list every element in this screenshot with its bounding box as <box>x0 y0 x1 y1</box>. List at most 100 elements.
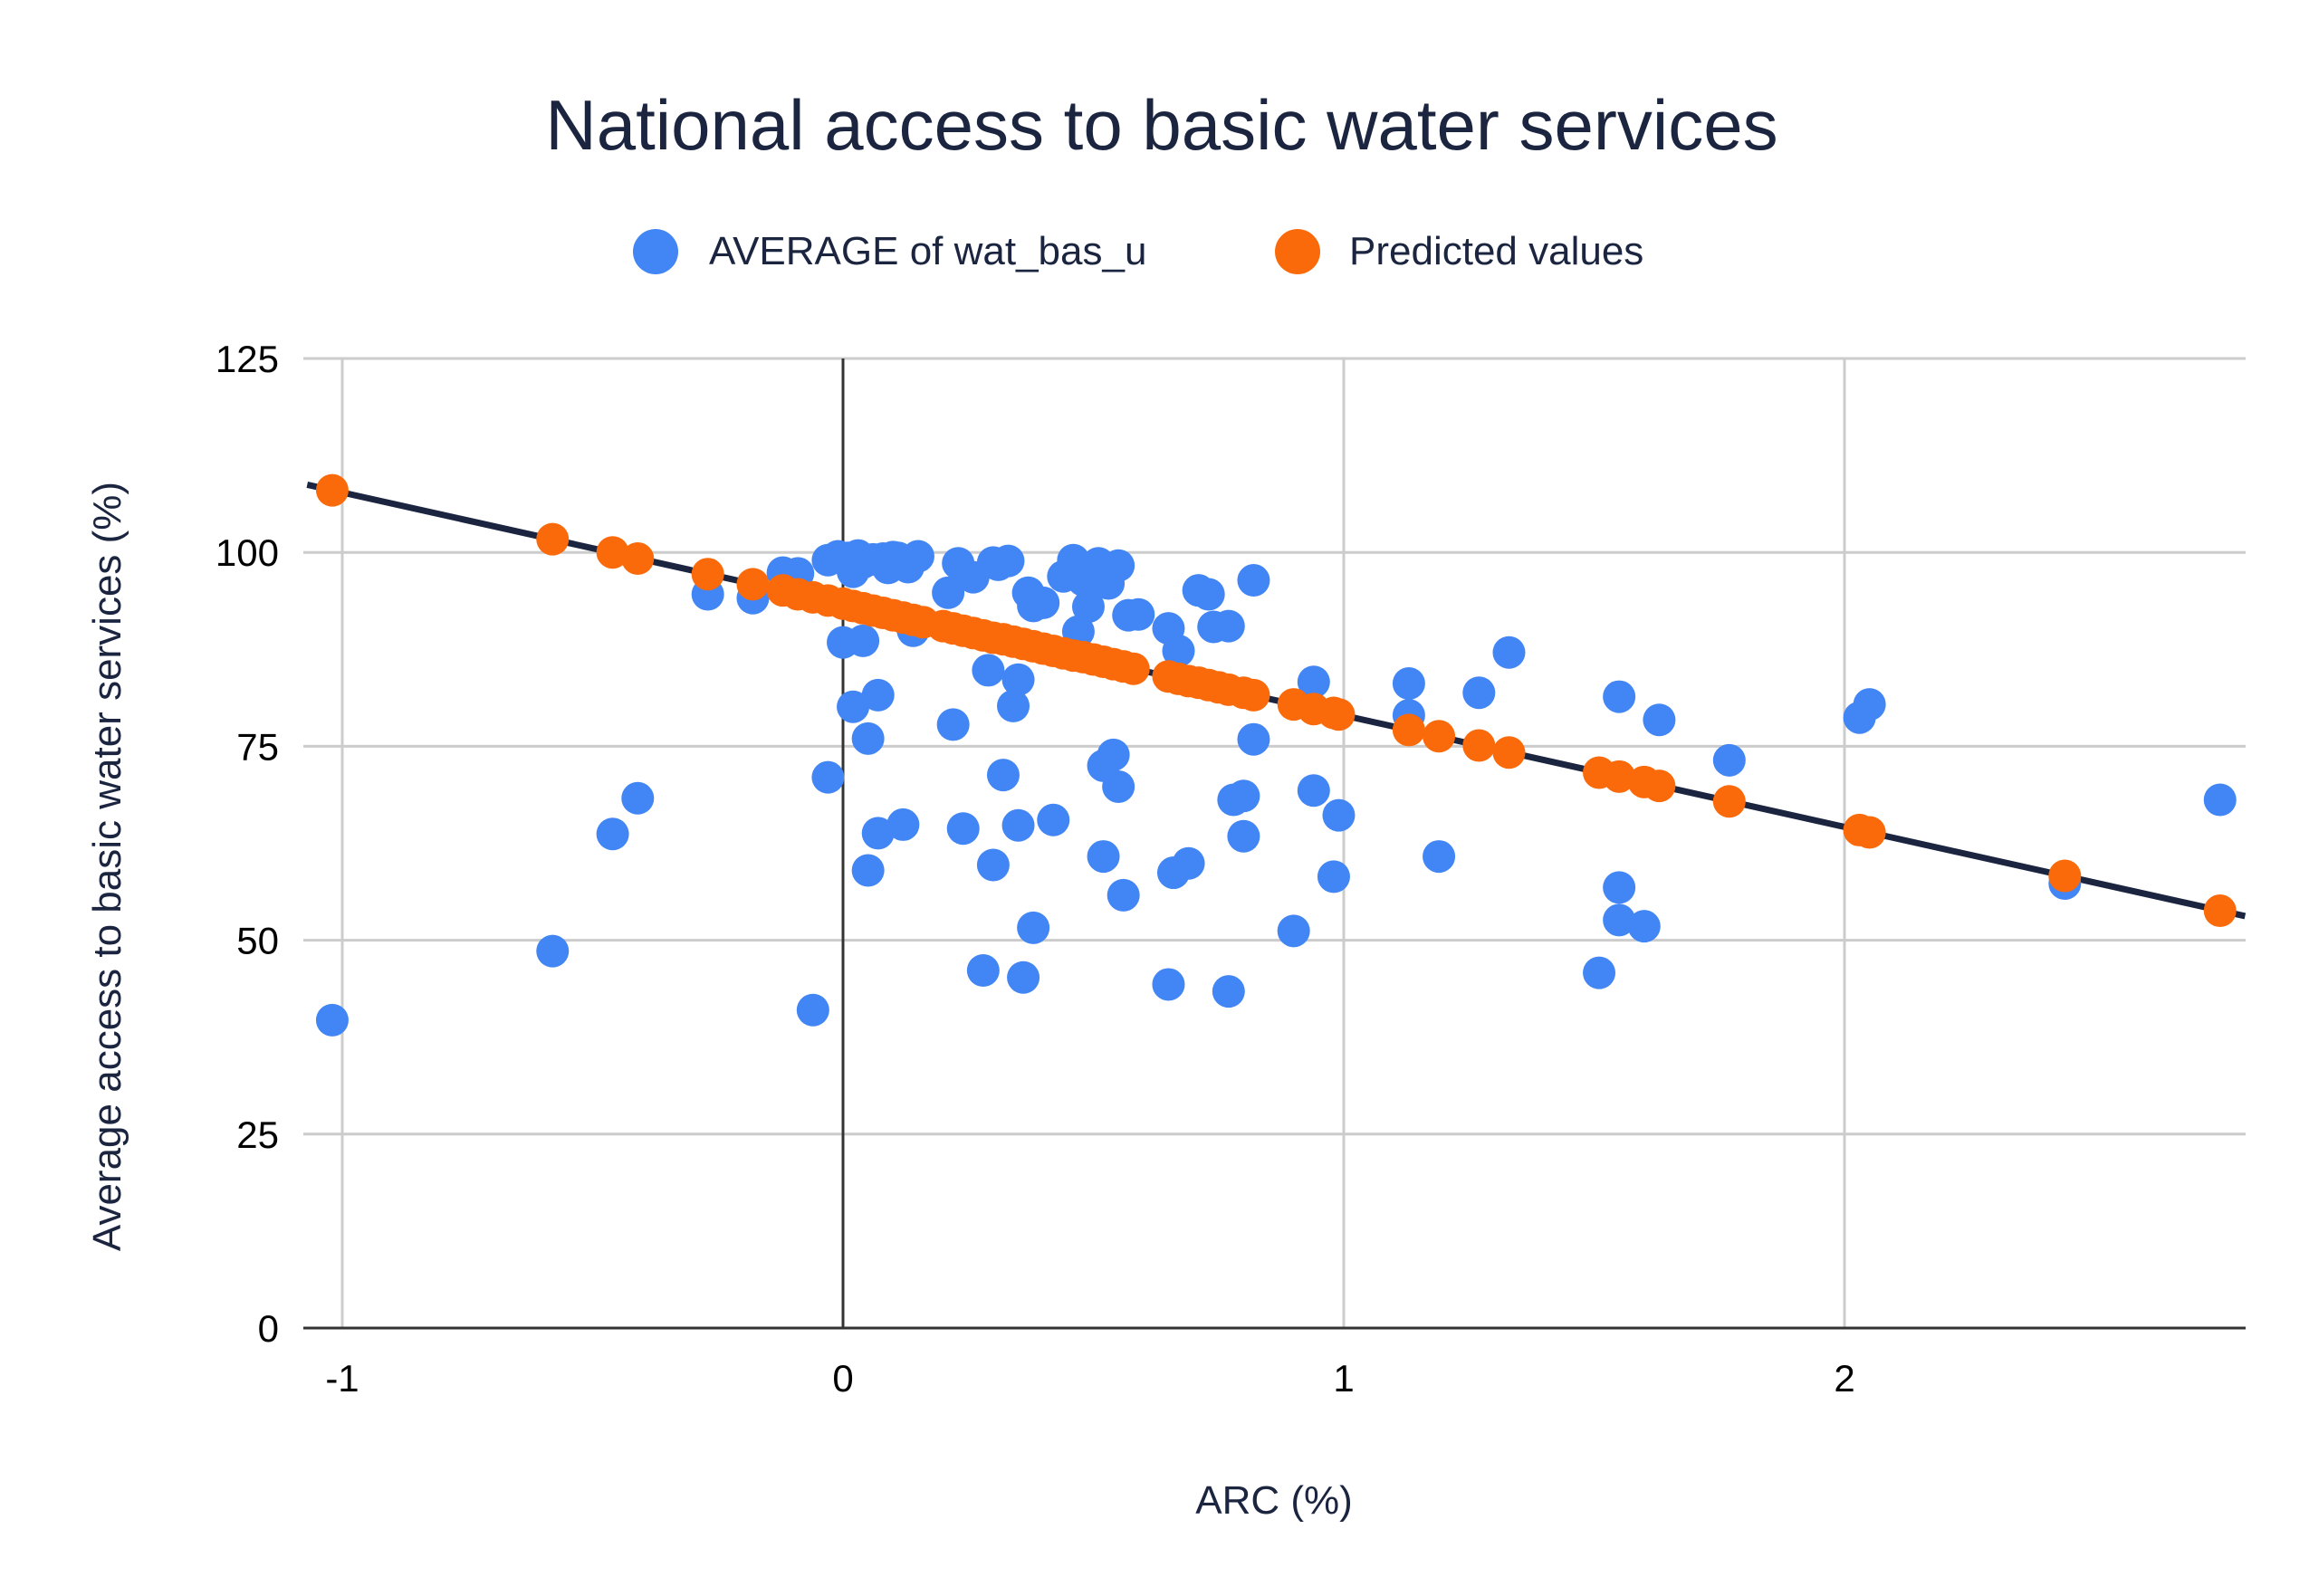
y-tick-label: 125 <box>216 338 279 380</box>
average-point <box>992 544 1025 578</box>
legend-label-average: AVERAGE of wat_bas_u <box>709 229 1146 273</box>
gridlines <box>303 357 2246 1328</box>
data-points <box>315 473 2237 1037</box>
predicted-point <box>1423 720 1456 753</box>
average-point <box>1603 680 1636 713</box>
average-point <box>1001 808 1035 842</box>
average-point <box>1392 666 1425 700</box>
average-point <box>1107 878 1140 912</box>
predicted-point <box>1116 652 1150 685</box>
average-point <box>1087 840 1120 874</box>
average-point <box>1027 586 1060 619</box>
average-point <box>1017 911 1050 944</box>
average-point <box>1643 703 1676 737</box>
average-point <box>847 624 880 657</box>
predicted-point <box>2048 859 2082 893</box>
average-point <box>901 540 934 573</box>
average-point <box>1423 840 1456 874</box>
predicted-point <box>536 522 570 556</box>
average-point <box>997 689 1030 722</box>
x-tick-label: 2 <box>1834 1357 1854 1400</box>
average-point <box>1853 688 1886 722</box>
average-point <box>621 781 655 815</box>
y-tick-label: 75 <box>236 725 279 768</box>
average-point <box>1277 914 1310 948</box>
average-point <box>1317 860 1350 894</box>
average-point <box>1462 676 1496 710</box>
average-point <box>1322 798 1356 832</box>
average-point <box>851 722 885 755</box>
average-point <box>1603 871 1636 904</box>
chart-title: National access to basic water services <box>545 85 1777 165</box>
average-point <box>1627 910 1661 943</box>
average-point <box>1001 663 1035 696</box>
y-tick-label: 25 <box>236 1113 279 1156</box>
average-point <box>1227 819 1260 853</box>
average-point <box>1122 597 1155 631</box>
average-point <box>966 954 1000 988</box>
average-point <box>932 576 965 609</box>
tick-labels: 0 25 50 75 100 125 -1 0 1 2 <box>216 338 1855 1400</box>
legend-label-predicted: Predicted values <box>1349 229 1643 273</box>
average-point <box>1212 609 1245 643</box>
average-point <box>1102 549 1135 582</box>
x-tick-label: 0 <box>832 1357 853 1400</box>
average-point <box>976 848 1010 882</box>
average-point <box>837 690 870 723</box>
predicted-point <box>1492 736 1526 769</box>
x-axis-title: ARC (%) <box>1195 1478 1353 1523</box>
predicted-point <box>596 536 629 569</box>
average-point <box>1172 846 1205 880</box>
y-tick-label: 100 <box>216 531 279 574</box>
legend-marker-predicted <box>1275 229 1320 274</box>
average-point <box>861 678 895 712</box>
average-point <box>796 993 829 1027</box>
predicted-point <box>1322 698 1356 731</box>
predicted-point <box>736 568 770 601</box>
average-point <box>986 759 1020 792</box>
predicted-point <box>1643 769 1676 803</box>
legend: AVERAGE of wat_bas_u Predicted values <box>633 229 1643 274</box>
predicted-point <box>1853 816 1886 849</box>
average-point <box>946 812 980 846</box>
average-point <box>1007 960 1040 994</box>
average-point <box>1297 665 1330 699</box>
legend-marker-average <box>633 229 678 274</box>
predicted-point <box>1712 785 1746 818</box>
average-point <box>1712 743 1746 777</box>
average-point <box>1237 564 1270 597</box>
average-point <box>936 708 970 741</box>
predicted-point <box>1392 713 1425 747</box>
x-tick-label: -1 <box>325 1357 359 1400</box>
average-point <box>972 654 1005 687</box>
predicted-point <box>621 542 655 576</box>
average-point <box>1152 968 1185 1001</box>
average-point <box>1192 578 1225 611</box>
predicted-point <box>1603 760 1636 793</box>
average-point <box>596 817 629 851</box>
y-tick-label: 0 <box>258 1307 279 1350</box>
average-point <box>536 934 570 968</box>
average-point <box>315 1003 349 1037</box>
average-point <box>2203 783 2237 817</box>
average-point <box>1237 722 1270 756</box>
average-point <box>1102 769 1135 803</box>
predicted-point <box>315 473 349 507</box>
predicted-point <box>1237 678 1270 712</box>
y-axis-title: Average access to basic water services (… <box>85 482 129 1251</box>
average-point <box>1212 975 1245 1008</box>
predicted-point <box>1462 729 1496 762</box>
average-point <box>1071 590 1105 624</box>
average-point <box>1583 956 1616 989</box>
average-point <box>811 760 845 794</box>
average-point <box>851 854 885 887</box>
average-point <box>886 808 920 841</box>
average-point <box>861 817 895 850</box>
predicted-point <box>691 558 724 591</box>
average-point <box>1603 903 1636 937</box>
average-point <box>1492 636 1526 669</box>
axes <box>303 358 2246 1330</box>
average-point <box>1297 774 1330 808</box>
x-tick-label: 1 <box>1333 1357 1354 1400</box>
